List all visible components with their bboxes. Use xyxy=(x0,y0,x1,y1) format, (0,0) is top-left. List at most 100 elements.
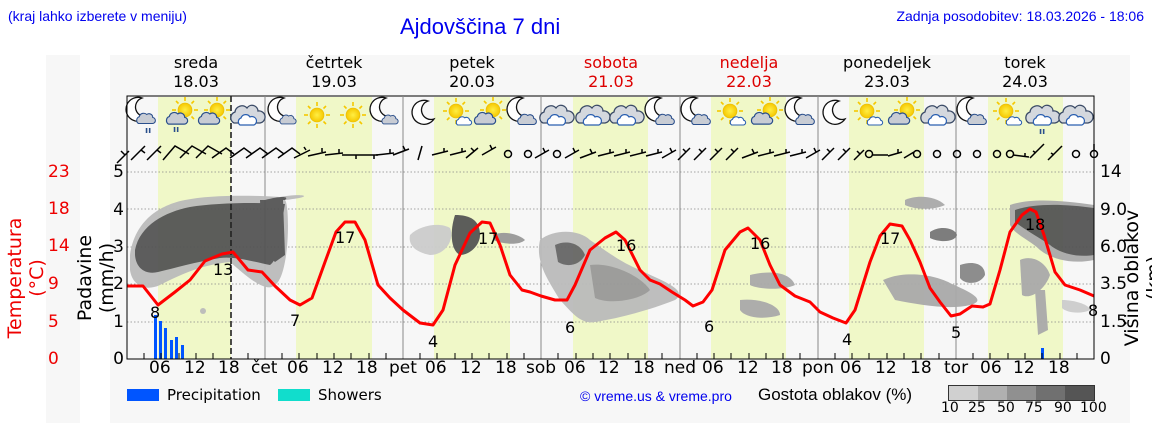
x-tick: tor xyxy=(944,358,969,378)
day-name: sobota xyxy=(583,53,639,72)
x-tick: 12 xyxy=(875,358,897,378)
day-header-4: sobota 21.03 xyxy=(551,53,671,91)
day-date: 20.03 xyxy=(449,72,495,91)
day-date: 23.03 xyxy=(864,72,910,91)
day-date: 19.03 xyxy=(311,72,357,91)
svg-text:ıı: ıı xyxy=(173,125,179,135)
temp-annotation: 4 xyxy=(428,332,438,351)
rain-tick: 4 xyxy=(113,200,124,220)
x-tick: 18 xyxy=(356,358,378,378)
x-tick: pet xyxy=(389,358,417,378)
copyright-link[interactable]: © vreme.us & vreme.pro xyxy=(580,388,732,404)
temp-annotation: 17 xyxy=(335,228,355,247)
x-tick: 12 xyxy=(1013,358,1035,378)
day-header-2: četrtek 19.03 xyxy=(274,53,394,91)
last-updated: Zadnja posodobitev: 18.03.2026 - 18:06 xyxy=(896,8,1144,24)
temperature-line xyxy=(127,207,1095,327)
density-tick: 50 xyxy=(997,400,1015,416)
cloud-tick: 1.5 xyxy=(1100,312,1128,332)
day-name: nedelja xyxy=(719,53,779,72)
day-date: 24.03 xyxy=(1002,72,1048,91)
day-header-5: nedelja 22.03 xyxy=(689,53,809,91)
day-name: sreda xyxy=(173,53,219,72)
day-name: petek xyxy=(449,53,495,72)
x-tick: 12 xyxy=(322,358,344,378)
temp-tick: 18 xyxy=(48,199,70,219)
temp-tick: 9 xyxy=(48,274,59,294)
density-swatch xyxy=(1065,386,1094,400)
temp-annotation: 5 xyxy=(951,323,961,342)
density-tick: 25 xyxy=(968,400,986,416)
density-swatch xyxy=(978,386,1007,400)
x-tick: 12 xyxy=(460,358,482,378)
cloud-rain-icon: ıı xyxy=(1025,104,1061,137)
svg-text:ıı: ıı xyxy=(1039,127,1045,137)
density-swatch xyxy=(1036,386,1065,400)
density-tick: 90 xyxy=(1054,400,1072,416)
x-tick: 18 xyxy=(495,358,517,378)
temp-annotation: 7 xyxy=(290,311,300,330)
x-tick: 18 xyxy=(633,358,655,378)
precipitation-legend-label: Precipitation xyxy=(167,386,261,404)
temp-annotation: 18 xyxy=(1025,215,1045,234)
day-header-3: petek 20.03 xyxy=(412,53,532,91)
temp-annotation: 8 xyxy=(150,303,160,322)
temp-annotation: 6 xyxy=(565,318,575,337)
x-tick: 12 xyxy=(184,358,206,378)
region-hint: (kraj lahko izberete v meniju) xyxy=(8,8,187,24)
sun-cloud-rain-icon: ıı xyxy=(165,96,199,135)
day-header-7: torek 24.03 xyxy=(965,53,1085,91)
x-tick: 06 xyxy=(840,358,862,378)
day-name: ponedeljek xyxy=(843,53,931,72)
hour-ticks xyxy=(143,353,1078,359)
temp-annotation: 4 xyxy=(842,330,852,349)
day-date: 22.03 xyxy=(726,72,772,91)
cloud-tick: 14 xyxy=(1100,162,1122,182)
density-tick: 10 xyxy=(941,400,959,416)
page-title: Ajdovščina 7 dni xyxy=(400,14,561,39)
cloud-density-label: Gostota oblakov (%) xyxy=(758,385,913,404)
density-swatch xyxy=(949,386,978,400)
x-tick: 06 xyxy=(425,358,447,378)
rain-tick: 5 xyxy=(113,162,124,182)
x-tick: 12 xyxy=(737,358,759,378)
temp-annotation: 6 xyxy=(704,317,714,336)
day-date: 21.03 xyxy=(588,72,634,91)
cloud-density-scale xyxy=(948,385,1095,401)
cloud-tick: 3.5 xyxy=(1100,274,1128,294)
temp-annotation: 13 xyxy=(213,260,233,279)
density-swatch xyxy=(1007,386,1036,400)
x-tick: 18 xyxy=(771,358,793,378)
temp-tick: 23 xyxy=(48,162,70,182)
x-tick: 18 xyxy=(910,358,932,378)
temp-annotation: 16 xyxy=(750,234,770,253)
x-tick: 12 xyxy=(598,358,620,378)
x-tick: 06 xyxy=(149,358,171,378)
cloud-tick: 6.0 xyxy=(1100,237,1128,257)
temp-tick: 14 xyxy=(48,236,70,256)
rain-tick: 2 xyxy=(113,274,124,294)
x-tick: 18 xyxy=(218,358,240,378)
x-tick: ned xyxy=(664,358,697,378)
day-header-1: sreda 18.03 xyxy=(136,53,256,91)
svg-text:ıı: ıı xyxy=(145,126,151,136)
temp-annotation: 8 xyxy=(1088,301,1098,320)
temp-tick: 0 xyxy=(48,349,59,369)
temp-annotation: 16 xyxy=(616,236,636,255)
showers-legend-label: Showers xyxy=(318,386,382,404)
weather-icons: ıı ıı ıı xyxy=(125,96,1094,137)
day-name: torek xyxy=(1004,53,1046,72)
x-tick: 06 xyxy=(702,358,724,378)
cloud-density xyxy=(130,195,1094,335)
temp-tick: 5 xyxy=(48,312,59,332)
x-tick: čet xyxy=(251,358,278,378)
x-tick: 06 xyxy=(287,358,309,378)
density-tick: 75 xyxy=(1025,400,1043,416)
x-tick: 06 xyxy=(980,358,1002,378)
rain-tick: 1 xyxy=(113,312,124,332)
night-cloud-rain-icon: ıı xyxy=(125,96,156,136)
rain-tick: 3 xyxy=(113,237,124,257)
temp-axis-panel xyxy=(46,55,80,423)
x-tick: pon xyxy=(802,358,834,378)
cloud-tick: 0 xyxy=(1100,349,1111,369)
